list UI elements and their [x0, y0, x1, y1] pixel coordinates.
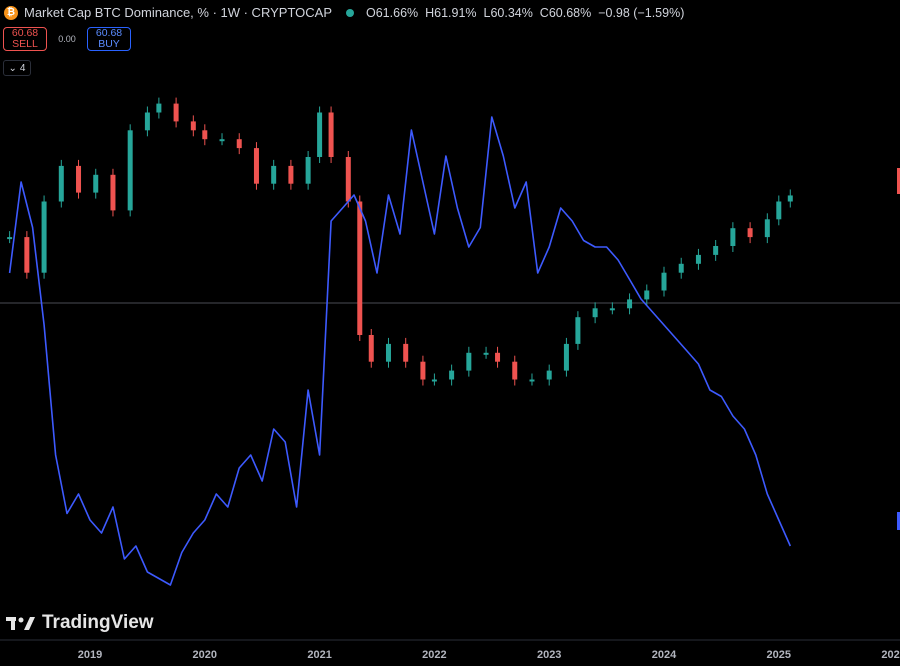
sell-button[interactable]: 60.68 SELL — [3, 27, 47, 51]
sell-price: 60.68 — [11, 27, 39, 39]
candle-body — [173, 103, 179, 122]
candle-body — [41, 201, 47, 273]
candle-body — [368, 335, 374, 362]
candle-body — [466, 352, 472, 371]
market-status-dot — [346, 8, 354, 17]
buy-label: BUY — [98, 38, 120, 50]
chevron-down-icon: ⌄ — [8, 62, 17, 74]
candle-body — [495, 352, 501, 362]
ohlc-values: O61.66% H61.91% L60.34% C60.68% −0.98 (−… — [366, 5, 685, 20]
x-tick-label: 2025 — [767, 649, 791, 661]
bitcoin-icon: ₿ — [4, 5, 18, 20]
candle-body — [403, 343, 409, 362]
candle-body — [420, 361, 426, 380]
candle-body — [529, 379, 535, 382]
buy-price: 60.68 — [95, 27, 123, 39]
candle-body — [305, 157, 311, 184]
candle-body — [764, 219, 770, 238]
low-value: 60.34% — [490, 5, 533, 20]
candle-body — [431, 379, 437, 382]
candle-body — [202, 130, 208, 140]
spread-value: 0.00 — [58, 34, 76, 44]
candle-body — [695, 254, 701, 264]
candle-body — [483, 352, 489, 355]
candle-body — [592, 308, 598, 318]
trade-buttons: 60.68 SELL 0.00 60.68 BUY — [3, 27, 131, 51]
tradingview-logo-icon — [6, 617, 35, 630]
candle-body — [110, 174, 116, 211]
candle-body — [385, 343, 391, 362]
candle-body — [317, 112, 323, 157]
indicators-collapse-button[interactable]: ⌄ 4 — [3, 60, 31, 76]
x-tick-label: 2019 — [78, 649, 102, 661]
candle-body — [627, 299, 633, 309]
tradingview-logo-text: TradingView — [42, 612, 154, 633]
x-tick-label: 2024 — [652, 649, 677, 661]
sell-label: SELL — [12, 38, 38, 50]
right-overlay-marker — [897, 512, 900, 530]
change-value: −0.98 (−1.59%) — [598, 5, 685, 20]
candle-body — [236, 139, 242, 149]
candle-body — [713, 246, 719, 255]
candle-body — [661, 272, 667, 291]
candle-body — [328, 112, 334, 157]
candle-body — [127, 130, 133, 211]
candle-body — [253, 148, 259, 184]
candle-body — [609, 308, 615, 311]
candle-body — [271, 165, 277, 184]
x-tick-label: 2026 — [881, 649, 900, 661]
overlay-series-line — [8, 116, 792, 586]
candle-body — [678, 263, 684, 273]
symbol-title[interactable]: Market Cap BTC Dominance, % · 1W · CRYPT… — [24, 5, 332, 20]
candle-body — [190, 121, 196, 131]
buy-button[interactable]: 60.68 BUY — [87, 27, 131, 51]
x-tick-label: 2021 — [307, 649, 331, 661]
candle-body — [345, 157, 351, 202]
tradingview-logo[interactable]: TradingView — [6, 612, 154, 634]
candle-body — [58, 165, 64, 202]
candle-body — [575, 317, 581, 344]
x-tick-label: 2020 — [193, 649, 217, 661]
close-value: 60.68% — [548, 5, 592, 20]
candle-body — [787, 195, 793, 202]
high-value: 61.91% — [434, 5, 477, 20]
candle-body — [156, 103, 162, 113]
candle-body — [546, 370, 552, 380]
open-value: 61.66% — [375, 5, 419, 20]
candle-body — [449, 370, 455, 380]
candle-body — [730, 228, 736, 246]
x-tick-label: 2023 — [537, 649, 561, 661]
symbol-legend: ₿ Market Cap BTC Dominance, % · 1W · CRY… — [4, 5, 684, 20]
candle-body — [747, 228, 753, 238]
candle-body — [563, 343, 569, 371]
x-tick-label: 2022 — [422, 649, 446, 661]
candle-body — [219, 139, 225, 142]
candle-body — [357, 201, 363, 335]
right-price-marker — [897, 168, 900, 194]
candle-body — [7, 237, 13, 240]
candle-body — [76, 165, 82, 193]
candle-body — [288, 165, 294, 184]
candle-body — [24, 237, 30, 273]
candle-body — [644, 290, 650, 300]
candle-body — [144, 112, 150, 131]
candle-body — [776, 201, 782, 220]
candle-body — [512, 361, 518, 380]
candle-body — [93, 174, 99, 193]
indicators-count: 4 — [19, 62, 26, 74]
